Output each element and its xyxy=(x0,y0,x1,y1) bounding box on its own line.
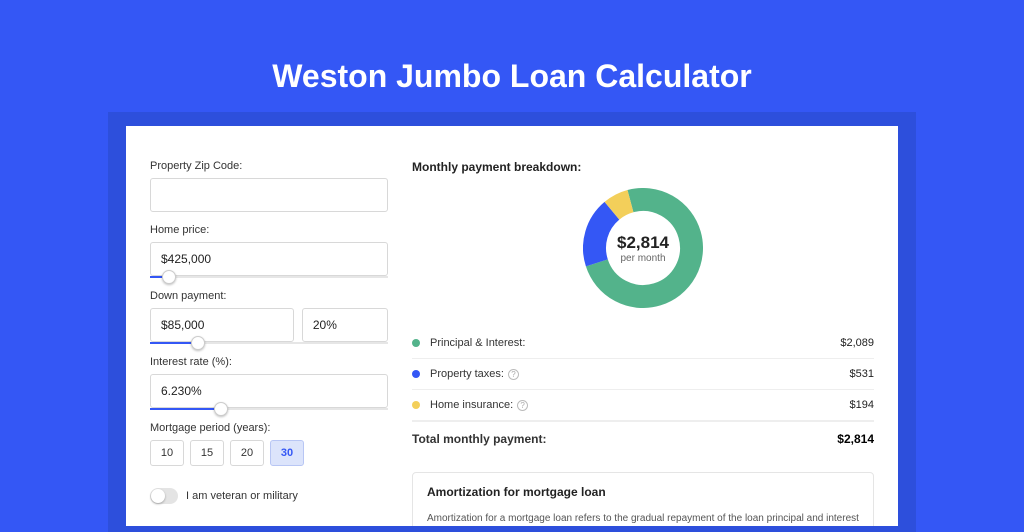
slider-thumb[interactable] xyxy=(214,402,228,416)
slider-fill xyxy=(150,408,221,410)
home-price-slider[interactable] xyxy=(150,276,388,278)
down-payment-row xyxy=(150,308,388,342)
slider-thumb[interactable] xyxy=(191,336,205,350)
slider-rest xyxy=(221,408,388,410)
calculator-card: Property Zip Code: Home price: Down paym… xyxy=(126,126,898,526)
legend-label: Property taxes:? xyxy=(430,368,850,380)
donut-center: $2,814 per month xyxy=(583,188,703,308)
home-price-input[interactable] xyxy=(150,242,388,276)
period-btn-15[interactable]: 15 xyxy=(190,440,224,466)
legend-value: $2,089 xyxy=(840,337,874,349)
form-column: Property Zip Code: Home price: Down paym… xyxy=(150,146,388,526)
legend: Principal & Interest:$2,089Property taxe… xyxy=(412,328,874,421)
period-btn-20[interactable]: 20 xyxy=(230,440,264,466)
veteran-row: I am veteran or military xyxy=(150,488,388,504)
amortization-text: Amortization for a mortgage loan refers … xyxy=(427,511,859,526)
total-value: $2,814 xyxy=(837,432,874,446)
down-payment-amount-input[interactable] xyxy=(150,308,294,342)
donut-amount: $2,814 xyxy=(617,233,669,253)
breakdown-column: Monthly payment breakdown: $2,814 per mo… xyxy=(412,146,874,526)
info-icon[interactable]: ? xyxy=(508,369,519,380)
total-row: Total monthly payment: $2,814 xyxy=(412,422,874,456)
veteran-label: I am veteran or military xyxy=(186,490,298,502)
period-btn-30[interactable]: 30 xyxy=(270,440,304,466)
slider-rest xyxy=(169,276,388,278)
down-payment-slider[interactable] xyxy=(150,342,388,344)
period-btn-10[interactable]: 10 xyxy=(150,440,184,466)
mortgage-period-label: Mortgage period (years): xyxy=(150,422,388,434)
legend-row: Home insurance:?$194 xyxy=(412,390,874,420)
amortization-title: Amortization for mortgage loan xyxy=(427,485,859,499)
legend-dot xyxy=(412,370,420,378)
legend-dot xyxy=(412,339,420,347)
legend-row: Property taxes:?$531 xyxy=(412,359,874,389)
toggle-knob xyxy=(151,489,165,503)
zip-input[interactable] xyxy=(150,178,388,212)
zip-label: Property Zip Code: xyxy=(150,160,388,172)
legend-value: $531 xyxy=(850,368,874,380)
donut-chart: $2,814 per month xyxy=(583,188,703,308)
info-icon[interactable]: ? xyxy=(517,400,528,411)
legend-value: $194 xyxy=(850,399,874,411)
page-title: Weston Jumbo Loan Calculator xyxy=(0,0,1024,95)
slider-rest xyxy=(198,342,388,344)
veteran-toggle[interactable] xyxy=(150,488,178,504)
legend-row: Principal & Interest:$2,089 xyxy=(412,328,874,358)
mortgage-period-row: 10152030 xyxy=(150,440,388,466)
legend-dot xyxy=(412,401,420,409)
interest-rate-slider[interactable] xyxy=(150,408,388,410)
slider-thumb[interactable] xyxy=(162,270,176,284)
amortization-box: Amortization for mortgage loan Amortizat… xyxy=(412,472,874,526)
home-price-label: Home price: xyxy=(150,224,388,236)
interest-rate-label: Interest rate (%): xyxy=(150,356,388,368)
donut-sub: per month xyxy=(620,253,665,264)
interest-rate-input[interactable] xyxy=(150,374,388,408)
total-label: Total monthly payment: xyxy=(412,432,837,446)
breakdown-title: Monthly payment breakdown: xyxy=(412,160,874,174)
legend-label: Home insurance:? xyxy=(430,399,850,411)
legend-label: Principal & Interest: xyxy=(430,337,840,349)
down-payment-pct-input[interactable] xyxy=(302,308,388,342)
down-payment-label: Down payment: xyxy=(150,290,388,302)
